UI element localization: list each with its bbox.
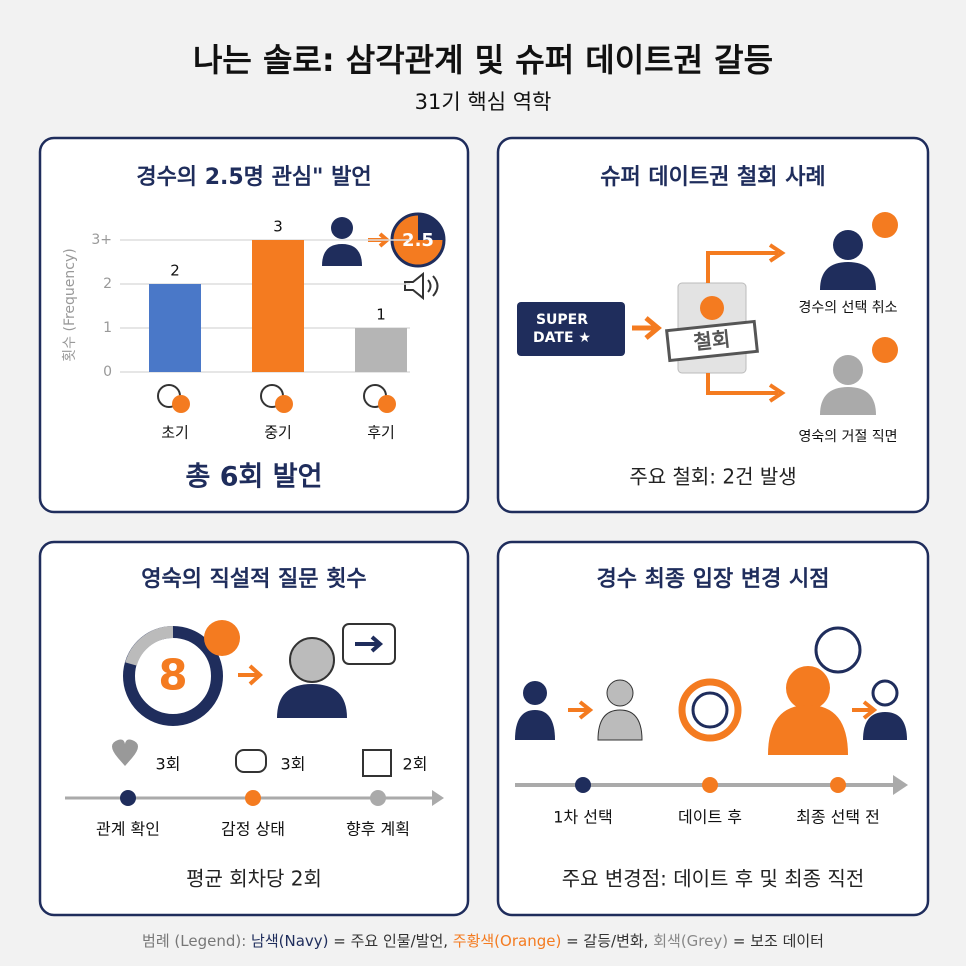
- timeline-dots: [112, 739, 392, 806]
- ring: [125, 626, 174, 666]
- bar: [355, 328, 407, 372]
- item-count: 2회: [403, 755, 428, 774]
- step-label: 최종 선택 전: [796, 808, 880, 827]
- timeline-dots: [575, 777, 846, 793]
- timeline-arrow: [893, 775, 908, 795]
- value-label: 1: [376, 306, 386, 324]
- ticket-text: DATE ★: [533, 330, 591, 346]
- person-icon: [322, 212, 446, 301]
- y-axis-label: 횟수 (Frequency): [62, 248, 78, 361]
- y-tick-label: 1: [103, 320, 112, 336]
- x-icon: [700, 296, 724, 320]
- legend-part: = 주요 인물/발언,: [329, 932, 453, 950]
- stamp: [665, 319, 759, 363]
- icons: [515, 626, 907, 755]
- arrow: [238, 664, 263, 686]
- ring-count: 8: [158, 651, 187, 700]
- y-tick-label: 3+: [91, 232, 112, 248]
- outcome-label: 경수의 선택 취소: [798, 300, 897, 316]
- panel-footer: 평균 회차당 2회: [186, 867, 322, 891]
- ticket-text: SUPER: [536, 312, 588, 328]
- bar: [252, 240, 304, 372]
- subtitle: 31기 핵심 역학: [415, 90, 552, 114]
- speech-icon: [172, 395, 190, 413]
- arrow: [632, 316, 662, 340]
- step-label: 데이트 후: [678, 808, 742, 827]
- legend: 범례 (Legend): 남색(Navy) = 주요 인물/발언, 주황색(Or…: [142, 932, 824, 950]
- speech-icon: [275, 395, 293, 413]
- arrow: [706, 243, 786, 403]
- item-label: 감정 상태: [221, 820, 285, 839]
- timeline-arrow: [432, 790, 444, 806]
- y-tick-label: 0: [103, 364, 112, 380]
- item-count: 3회: [156, 755, 181, 774]
- bar: [149, 284, 201, 372]
- ticket: [517, 302, 625, 356]
- panel-title: 경수의 2.5명 관심" 발언: [136, 165, 371, 190]
- item-count: 3회: [281, 755, 306, 774]
- step-label: 1차 선택: [553, 808, 612, 827]
- outcome-label: 영숙의 거절 직면: [798, 429, 897, 445]
- question-icon: [204, 620, 240, 656]
- item-label: 향후 계획: [346, 820, 410, 839]
- legend-part: 주황색(Orange): [453, 932, 562, 950]
- panel-footer: 총 6회 발언: [186, 462, 323, 493]
- x-tick-label: 후기: [367, 424, 395, 442]
- legend-part: 범례 (Legend):: [142, 932, 251, 950]
- panel-title: 경수 최종 입장 변경 시점: [596, 567, 829, 592]
- x-tick-label: 중기: [264, 424, 292, 442]
- y-tick-label: 2: [103, 276, 112, 292]
- title: 나는 솔로: 삼각관계 및 슈퍼 데이트권 갈등: [193, 41, 773, 79]
- legend-part: 남색(Navy): [251, 932, 328, 950]
- legend-part: = 보조 데이터: [728, 932, 824, 950]
- value-label: 3: [273, 218, 283, 236]
- panel: [496, 540, 930, 917]
- panel-footer: 주요 변경점: 데이트 후 및 최종 직전: [562, 867, 864, 891]
- stamp-text: 철회: [692, 327, 731, 355]
- legend-part: 회색(Grey): [653, 932, 728, 950]
- person-icon: [820, 212, 898, 415]
- value-label: 2: [170, 262, 180, 280]
- panel-title: 영숙의 직설적 질문 횟수: [141, 567, 366, 592]
- panel: [38, 540, 470, 917]
- item-label: 관계 확인: [96, 820, 160, 839]
- person-icon: [277, 623, 396, 718]
- speech-icon: [378, 395, 396, 413]
- icon-label: 2.5: [402, 230, 434, 251]
- panel-title: 슈퍼 데이트권 철회 사례: [600, 165, 825, 190]
- legend-part: = 갈등/변화,: [561, 932, 653, 950]
- x-tick-label: 초기: [161, 424, 189, 442]
- panel-footer: 주요 철회: 2건 발생: [629, 465, 796, 489]
